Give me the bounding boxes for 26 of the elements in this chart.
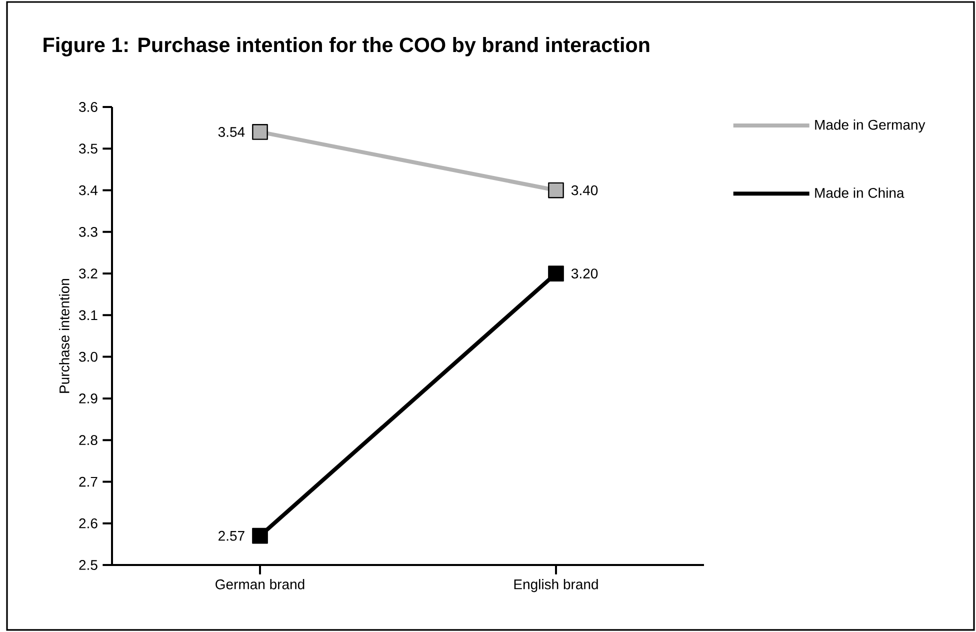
y-tick-label: 2.9 (79, 393, 98, 404)
point (252, 528, 268, 544)
chart-title: Figure 1: Purchase intention for the COO by brand interaction (44, 37, 650, 56)
y-tick-label: 3.3 (79, 226, 98, 237)
x-tick-label: German brand (216, 579, 304, 590)
y-tick-label: 3.1 (79, 310, 98, 320)
y-tick-label: 3.4 (79, 185, 98, 196)
text: Made in Germany (815, 119, 926, 133)
data-label: 3.20 (571, 268, 598, 278)
y-tick-label: 2.8 (79, 435, 98, 446)
y-tick-label: 3.6 (79, 102, 98, 112)
y-tick-label: 2.6 (79, 518, 98, 528)
y-tick-label: 3.0 (79, 352, 98, 362)
y-tick-label: 3.5 (79, 144, 98, 154)
y-axis-title: Purchase intention (59, 278, 70, 393)
text: Made in China (815, 188, 904, 198)
data-label: 3.40 (571, 185, 598, 196)
y-tick-label: 3.2 (79, 268, 98, 278)
x-tick-label: English brand (514, 579, 598, 592)
point (548, 182, 564, 198)
data-label: 3.54 (218, 127, 245, 137)
point (548, 266, 564, 282)
point (252, 124, 268, 140)
data-label: 2.57 (218, 530, 244, 541)
y-tick-label: 2.7 (79, 476, 98, 487)
y-tick-label: 2.5 (79, 560, 98, 570)
